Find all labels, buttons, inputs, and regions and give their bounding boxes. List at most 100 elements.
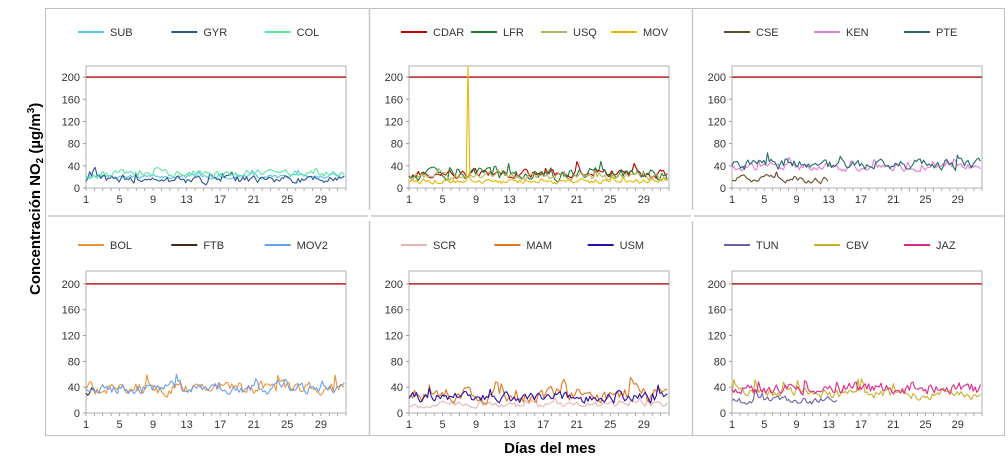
x-tick-label: 13 bbox=[504, 419, 516, 431]
x-tick-label: 9 bbox=[793, 419, 799, 431]
y-tick-label: 40 bbox=[391, 382, 403, 394]
y-tick-label: 40 bbox=[714, 382, 726, 394]
x-tick-label: 21 bbox=[887, 194, 899, 206]
x-tick-label: 21 bbox=[248, 194, 260, 206]
legend-label-mam: MAM bbox=[526, 240, 552, 252]
legend-label-cbv: CBV bbox=[846, 240, 869, 252]
x-tick-label: 25 bbox=[919, 194, 931, 206]
x-tick-label: 25 bbox=[604, 419, 616, 431]
series-line-sub bbox=[85, 169, 345, 180]
y-tick-label: 120 bbox=[62, 116, 80, 128]
x-tick-label: 9 bbox=[150, 194, 156, 206]
plot-area-border bbox=[85, 270, 347, 414]
y-tick-label: 40 bbox=[68, 382, 80, 394]
y-tick-label: 200 bbox=[62, 72, 80, 84]
plot-area-border bbox=[731, 65, 983, 189]
chart-panel-6: TUN CBV JAZ 0 40 80 120 160 200 1 5 9 13 17 21 25 29 bbox=[708, 240, 983, 431]
y-tick-label: 0 bbox=[720, 408, 726, 420]
x-tick-label: 13 bbox=[823, 194, 835, 206]
y-tick-label: 80 bbox=[714, 356, 726, 368]
y-tick-label: 160 bbox=[708, 94, 726, 106]
y-tick-label: 160 bbox=[385, 94, 403, 106]
x-tick-label: 1 bbox=[83, 194, 89, 206]
x-tick-label: 21 bbox=[248, 419, 260, 431]
y-tick-label: 80 bbox=[391, 139, 403, 151]
y-tick-label: 200 bbox=[385, 72, 403, 84]
x-tick-label: 1 bbox=[729, 419, 735, 431]
x-tick-label: 5 bbox=[439, 194, 445, 206]
chart-panel-5: SCR MAM USM 0 40 80 120 160 200 1 5 9 13 17 21 25 29 bbox=[385, 221, 694, 435]
x-tick-label: 9 bbox=[150, 419, 156, 431]
legend-label-col: COL bbox=[297, 27, 320, 39]
y-tick-label: 200 bbox=[708, 279, 726, 291]
legend-label-mov2: MOV2 bbox=[297, 240, 328, 252]
x-tick-label: 29 bbox=[638, 419, 650, 431]
x-tick-label: 17 bbox=[855, 419, 867, 431]
x-tick-label: 29 bbox=[952, 194, 964, 206]
x-tick-label: 9 bbox=[793, 194, 799, 206]
legend-label-mov: MOV bbox=[643, 27, 669, 39]
plot-area-border bbox=[408, 270, 670, 414]
series-line-mam bbox=[408, 376, 668, 405]
chart-panel-2: CDAR LFR USQ MOV 0 40 80 120 160 200 1 5 9 13 17 21 25 29 bbox=[371, 8, 694, 217]
x-axis-label: Días del mes bbox=[504, 440, 596, 457]
plot-area-border bbox=[408, 65, 670, 189]
legend-label-cdar: CDAR bbox=[433, 27, 464, 39]
y-tick-label: 160 bbox=[385, 305, 403, 317]
series-line-gyr bbox=[85, 166, 345, 186]
x-tick-label: 25 bbox=[281, 419, 293, 431]
x-tick-label: 21 bbox=[571, 419, 583, 431]
y-tick-label: 40 bbox=[714, 161, 726, 173]
x-tick-label: 17 bbox=[214, 419, 226, 431]
series-line-mov2 bbox=[85, 373, 345, 395]
x-tick-label: 5 bbox=[116, 419, 122, 431]
legend-label-lfr: LFR bbox=[503, 27, 524, 39]
chart-panel-4: BOL FTB MOV2 0 40 80 120 160 200 1 5 9 13 17 21 25 29 bbox=[62, 221, 371, 435]
x-tick-label: 9 bbox=[473, 194, 479, 206]
series-line-cse bbox=[731, 171, 829, 185]
y-tick-label: 160 bbox=[62, 94, 80, 106]
y-tick-label: 120 bbox=[708, 331, 726, 343]
legend-label-sub: SUB bbox=[110, 27, 133, 39]
y-tick-label: 0 bbox=[397, 408, 403, 420]
y-tick-label: 120 bbox=[62, 331, 80, 343]
x-tick-label: 1 bbox=[83, 419, 89, 431]
x-tick-label: 1 bbox=[406, 419, 412, 431]
x-tick-label: 1 bbox=[406, 194, 412, 206]
series-line-pte bbox=[731, 152, 981, 172]
x-tick-label: 13 bbox=[823, 419, 835, 431]
x-tick-label: 17 bbox=[214, 194, 226, 206]
x-tick-label: 29 bbox=[952, 419, 964, 431]
legend-label-gyr: GYR bbox=[203, 27, 227, 39]
series-line-cbv bbox=[731, 378, 981, 401]
series-line-col bbox=[85, 167, 345, 179]
y-tick-label: 80 bbox=[68, 356, 80, 368]
x-tick-label: 1 bbox=[729, 194, 735, 206]
x-tick-label: 21 bbox=[571, 194, 583, 206]
legend-label-usm: USM bbox=[620, 240, 644, 252]
x-tick-label: 5 bbox=[439, 419, 445, 431]
y-tick-label: 160 bbox=[708, 305, 726, 317]
y-tick-label: 120 bbox=[708, 116, 726, 128]
y-tick-label: 0 bbox=[74, 408, 80, 420]
panel-grid-frame bbox=[45, 8, 1005, 436]
x-tick-label: 5 bbox=[761, 419, 767, 431]
legend-label-cse: CSE bbox=[756, 27, 779, 39]
x-tick-label: 29 bbox=[315, 419, 327, 431]
series-line-lfr bbox=[408, 160, 668, 183]
legend-label-pte: PTE bbox=[936, 27, 957, 39]
x-tick-label: 5 bbox=[116, 194, 122, 206]
y-tick-label: 200 bbox=[62, 279, 80, 291]
legend-label-bol: BOL bbox=[110, 240, 132, 252]
legend-label-ken: KEN bbox=[846, 27, 869, 39]
legend-label-jaz: JAZ bbox=[936, 240, 956, 252]
x-tick-label: 29 bbox=[638, 194, 650, 206]
y-tick-label: 200 bbox=[708, 72, 726, 84]
legend-label-usq: USQ bbox=[573, 27, 597, 39]
y-tick-label: 200 bbox=[385, 279, 403, 291]
x-tick-label: 17 bbox=[537, 419, 549, 431]
x-tick-label: 29 bbox=[315, 194, 327, 206]
series-line-jaz bbox=[731, 380, 981, 396]
y-tick-label: 80 bbox=[68, 139, 80, 151]
